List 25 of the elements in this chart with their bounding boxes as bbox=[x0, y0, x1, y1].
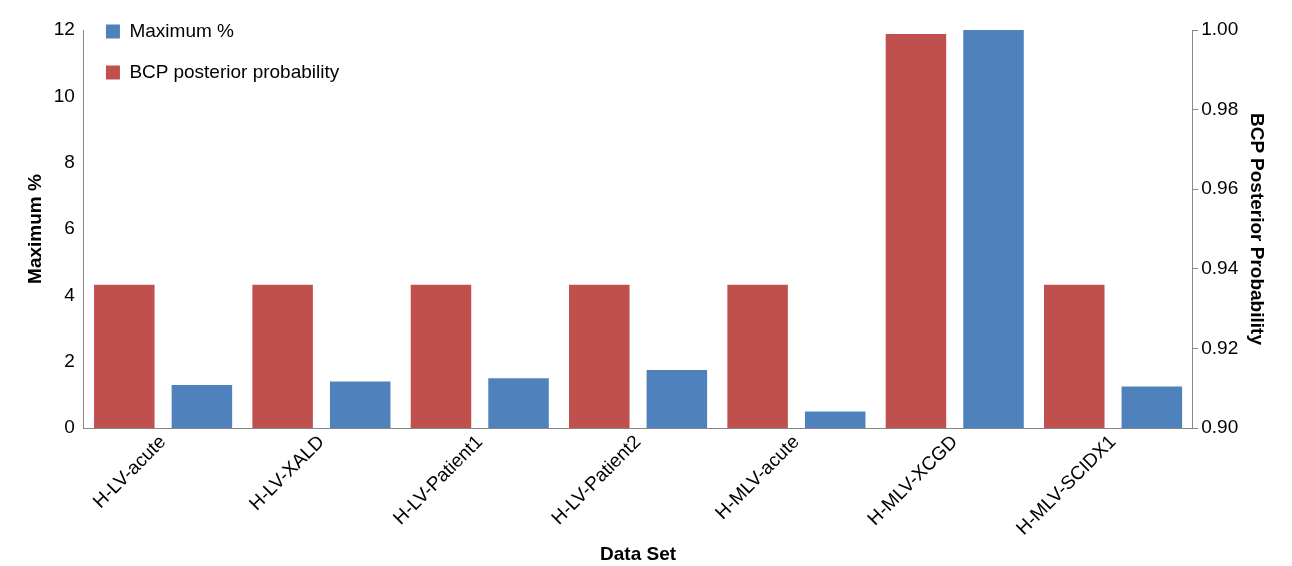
y2-tick-label: 0.90 bbox=[1201, 416, 1239, 438]
y-tick-label: 10 bbox=[53, 84, 75, 106]
y-tick-label: 8 bbox=[64, 150, 75, 172]
y-tick-label: 2 bbox=[64, 349, 75, 371]
y-axis-title: Maximum % bbox=[23, 174, 45, 284]
bar bbox=[329, 381, 391, 429]
y2-axis-title: BCP Posterior Probability bbox=[1247, 113, 1269, 346]
bar bbox=[963, 30, 1024, 429]
bar bbox=[646, 369, 708, 429]
y-tick-label: 12 bbox=[53, 18, 75, 40]
legend-label: BCP posterior probability bbox=[129, 60, 340, 82]
bar bbox=[171, 384, 233, 429]
bar bbox=[488, 378, 549, 429]
y-tick-label: 6 bbox=[64, 217, 75, 239]
x-axis-title: Data Set bbox=[600, 542, 677, 564]
y2-tick-label: 0.94 bbox=[1201, 257, 1239, 279]
bar bbox=[1121, 386, 1183, 429]
y-tick-label: 0 bbox=[64, 416, 75, 438]
bar bbox=[804, 411, 866, 429]
y2-tick-label: 0.92 bbox=[1201, 336, 1239, 358]
y2-tick-label: 0.96 bbox=[1201, 177, 1239, 199]
legend-label: Maximum % bbox=[129, 19, 235, 41]
y2-tick-label: 0.98 bbox=[1201, 97, 1239, 119]
y-tick-label: 4 bbox=[64, 283, 76, 305]
y2-tick-label: 1.00 bbox=[1201, 18, 1239, 40]
